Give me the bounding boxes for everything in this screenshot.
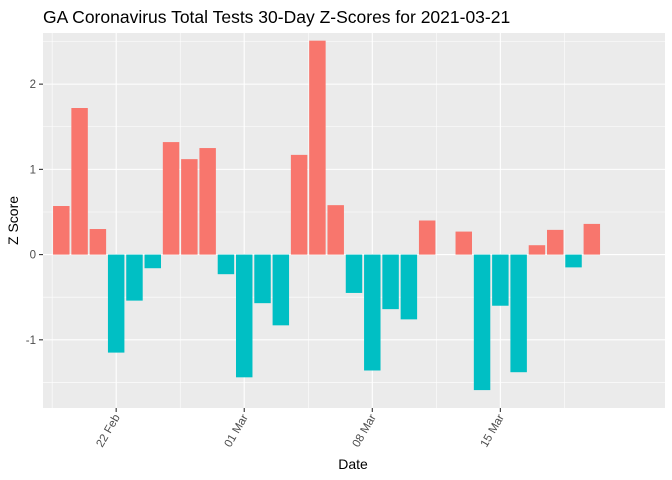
bar-2021-03-17 [528, 245, 546, 255]
bar-2021-03-07 [345, 254, 363, 293]
bar-2021-03-15 [492, 254, 509, 306]
bar-2021-03-19 [565, 254, 582, 268]
bar-2021-02-28 [217, 254, 235, 275]
bar-2021-02-25 [162, 142, 180, 255]
bar-2021-02-23 [126, 254, 143, 301]
y-tick-label: -1 [26, 335, 36, 347]
chart-title: GA Coronavirus Total Tests 30-Day Z-Scor… [43, 7, 510, 27]
bar-2021-03-04 [290, 154, 308, 255]
x-axis-title: Date [338, 456, 368, 472]
bar-2021-03-01 [236, 254, 253, 378]
bar-2021-03-13 [455, 231, 472, 255]
bar-2021-03-20 [583, 223, 601, 255]
bar-2021-03-18 [547, 229, 564, 255]
bar-2021-03-08 [364, 254, 381, 371]
bar-2021-03-10 [400, 254, 418, 320]
bar-2021-03-16 [510, 254, 527, 373]
bar-2021-02-22 [107, 254, 125, 353]
bar-2021-02-21 [89, 229, 107, 255]
bar-2021-02-20 [71, 108, 88, 255]
bar-2021-02-26 [181, 159, 198, 255]
bar-2021-02-24 [144, 254, 161, 269]
bar-2021-02-19 [53, 206, 70, 255]
y-axis: -1 0 1 2 [26, 79, 43, 347]
y-tick-label: 0 [30, 250, 36, 262]
x-axis: 22 Feb 01 Mar 08 Mar 15 Mar [94, 408, 507, 450]
bar-2021-03-06 [327, 205, 344, 255]
minor-gridlines [43, 33, 665, 408]
x-tick-label: 15 Mar [479, 412, 507, 449]
plot-panel [43, 33, 665, 408]
y-tick-label: 1 [30, 164, 36, 176]
bar-2021-03-11 [418, 220, 436, 255]
y-tick-label: 2 [30, 79, 36, 91]
bar-2021-03-03 [272, 254, 290, 326]
x-tick-label: 01 Mar [223, 412, 251, 449]
y-axis-title: Z Score [5, 196, 21, 245]
x-tick-label: 08 Mar [351, 412, 379, 449]
bar-2021-03-14 [473, 254, 491, 391]
bar-2021-02-27 [199, 148, 216, 255]
bar-2021-03-05 [309, 40, 326, 255]
bars [53, 40, 601, 391]
bar-2021-03-02 [254, 254, 271, 304]
bar-2021-03-09 [382, 254, 399, 310]
x-tick-label: 22 Feb [94, 413, 122, 450]
